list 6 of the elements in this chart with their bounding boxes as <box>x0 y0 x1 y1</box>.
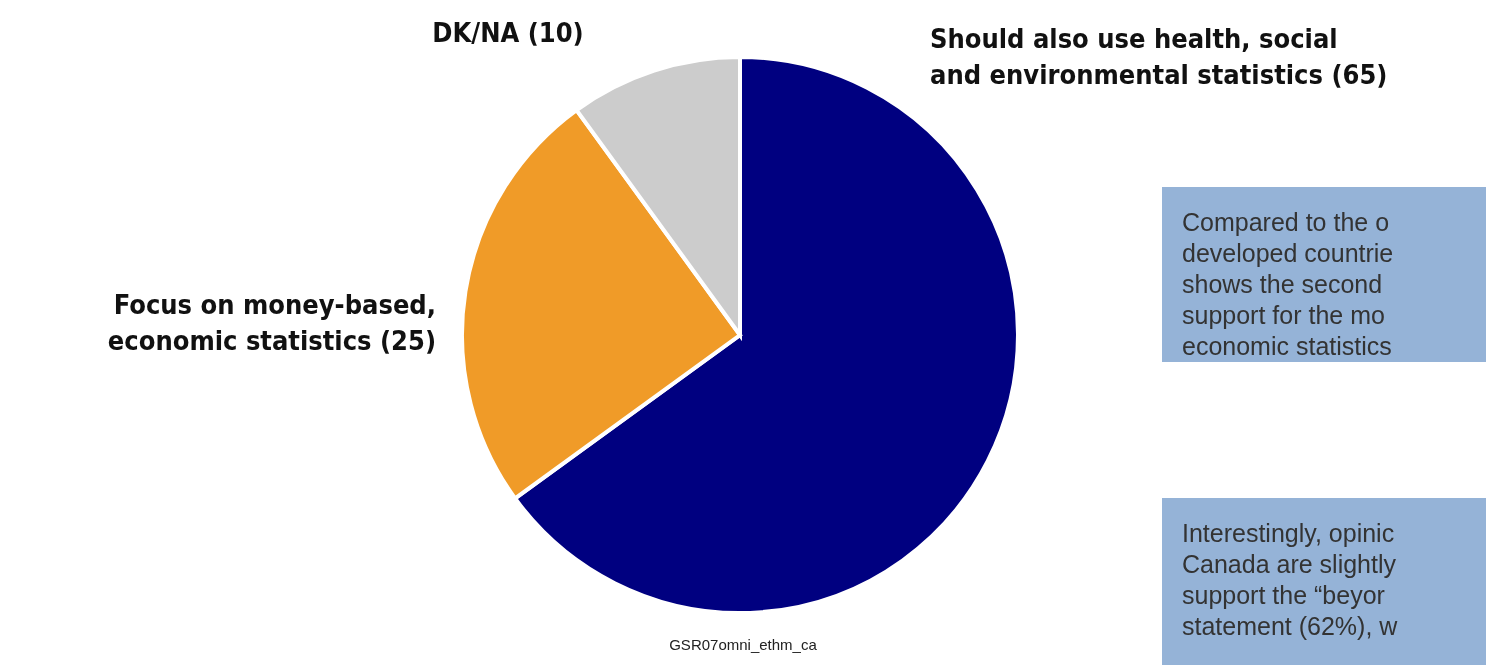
text: Compared to the o developed countrie shows the second support for the mo economic statistics <box>1162 187 1486 362</box>
slice-label: Focus on money-based, economic statistics (25) <box>107 289 436 356</box>
text: GSR07omni_ethm_ca <box>669 636 817 653</box>
text: Interestingly, opinic Canada are slightly support the “beyor statement (62%), w <box>1162 498 1486 665</box>
slice-label: DK/NA (10) <box>432 17 584 48</box>
slice-label: Should also use health, social and environmental statistics (65) <box>930 23 1388 90</box>
